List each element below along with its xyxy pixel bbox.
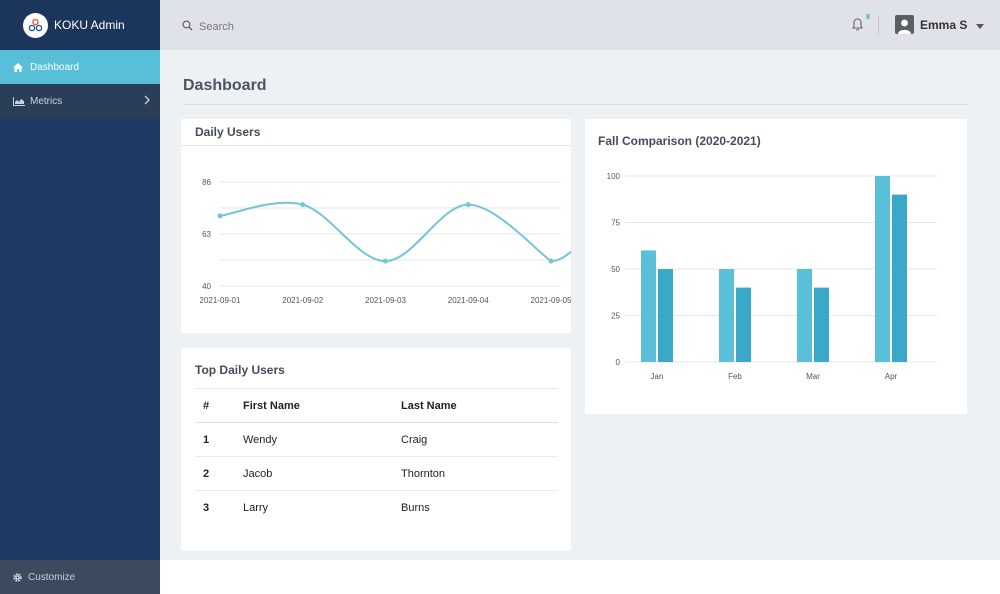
table-cell: 1 [195,422,243,457]
top-users-table: # First Name Last Name 1 Wendy Craig 2 J… [195,388,558,525]
y-tick-label: 25 [611,312,620,321]
table-cell: Thornton [401,456,558,491]
sidebar-item-dashboard[interactable]: Dashboard [0,50,160,84]
column-header: Last Name [401,388,558,423]
series-line [219,201,571,263]
table-cell: Craig [401,422,558,457]
table-cell: 2 [195,456,243,491]
top-daily-users-title: Top Daily Users [195,363,285,377]
table-cell: Larry [243,501,269,514]
y-tick-label: 40 [202,282,211,291]
chevron-right-icon [144,95,150,108]
bar[interactable] [719,269,734,362]
topbar-divider [878,16,879,35]
table-row: 2 Jacob Thornton [195,456,558,491]
home-icon [13,62,25,72]
sidebar-item-label: Metrics [30,95,63,107]
x-tick-label: Jan [651,372,664,381]
table-cell: Wendy [243,422,401,457]
fall-comparison-card: Fall Comparison (2020-2021) 100 75 50 25 0 Ja… [585,119,967,414]
daily-users-title: Daily Users [195,125,261,139]
avatar [895,15,914,34]
bar[interactable] [875,176,890,362]
sidebar-item-metrics[interactable]: Metrics [0,84,160,118]
y-tick-label: 63 [202,230,211,239]
fall-comparison-title: Fall Comparison (2020-2021) [598,134,761,148]
x-tick-label: 2021-09-05 [531,296,571,305]
title-divider [183,104,968,105]
card-divider [181,145,571,146]
caret-down-icon [976,16,985,34]
x-tick-label: Apr [885,372,898,381]
column-header: First Name [243,388,401,423]
customize-button[interactable]: Customize [0,560,160,594]
main-content: Dashboard Daily Users 86 63 40 2021-09-01 20… [160,50,1000,560]
topbar: 8 Emma S [160,0,1000,50]
search-input[interactable] [199,21,349,33]
bar[interactable] [797,269,812,362]
data-point[interactable] [217,213,223,219]
column-header: # [195,388,243,423]
search-box [182,18,349,36]
x-tick-label: 2021-09-01 [200,296,241,305]
brand-name: KOKU Admin [54,18,125,32]
brand[interactable]: KOKU Admin [0,0,160,50]
x-tick-label: Mar [806,372,820,381]
x-tick-label: 2021-09-04 [448,296,489,305]
page-title: Dashboard [183,77,267,94]
gear-icon [12,572,23,583]
user-menu[interactable]: Emma S [895,15,985,34]
footer-strip [160,560,1000,594]
daily-users-line-chart: 86 63 40 2021-09-01 2021-09-02 2021-09-03 2021… [200,178,571,305]
bar[interactable] [892,194,907,362]
data-point[interactable] [300,202,306,208]
koku-logo-icon [23,12,48,38]
y-tick-label: 75 [611,219,620,228]
data-point[interactable] [465,202,471,208]
x-tick-label: 2021-09-03 [365,296,406,305]
customize-label: Customize [28,571,76,583]
sidebar: KOKU Admin Dashboard Metrics Customize [0,0,160,594]
notification-badge: 8 [866,14,870,21]
y-tick-label: 0 [616,358,621,367]
table-cell: Burns [401,501,430,514]
table-cell: 3 [203,501,210,514]
table-cell: Jacob [243,456,401,491]
table-row: 3 Larry Burns [195,491,558,525]
bell-icon[interactable] [852,18,863,36]
daily-users-card: Daily Users 86 63 40 2021-09-01 2021-09-02 20… [181,119,571,333]
data-point[interactable] [383,258,388,264]
y-tick-label: 100 [607,172,621,181]
search-icon [182,18,193,36]
fall-comparison-bar-chart: 100 75 50 25 0 Jan Feb Mar Apr [607,172,937,381]
bar[interactable] [736,287,751,362]
bar[interactable] [814,287,829,362]
sidebar-item-label: Dashboard [30,61,79,73]
y-tick-label: 50 [611,265,620,274]
x-tick-label: Feb [728,372,742,381]
x-tick-label: 2021-09-02 [282,296,323,305]
user-name: Emma S [920,17,968,32]
data-point[interactable] [548,258,554,264]
y-tick-label: 86 [202,178,211,187]
bar[interactable] [658,269,673,362]
table-row: 1 Wendy Craig [195,422,558,457]
area-chart-icon [13,96,25,106]
bar[interactable] [641,250,656,362]
top-daily-users-card: Top Daily Users # First Name Last Name 1… [181,348,571,551]
table-header-row: # First Name Last Name [195,388,558,423]
